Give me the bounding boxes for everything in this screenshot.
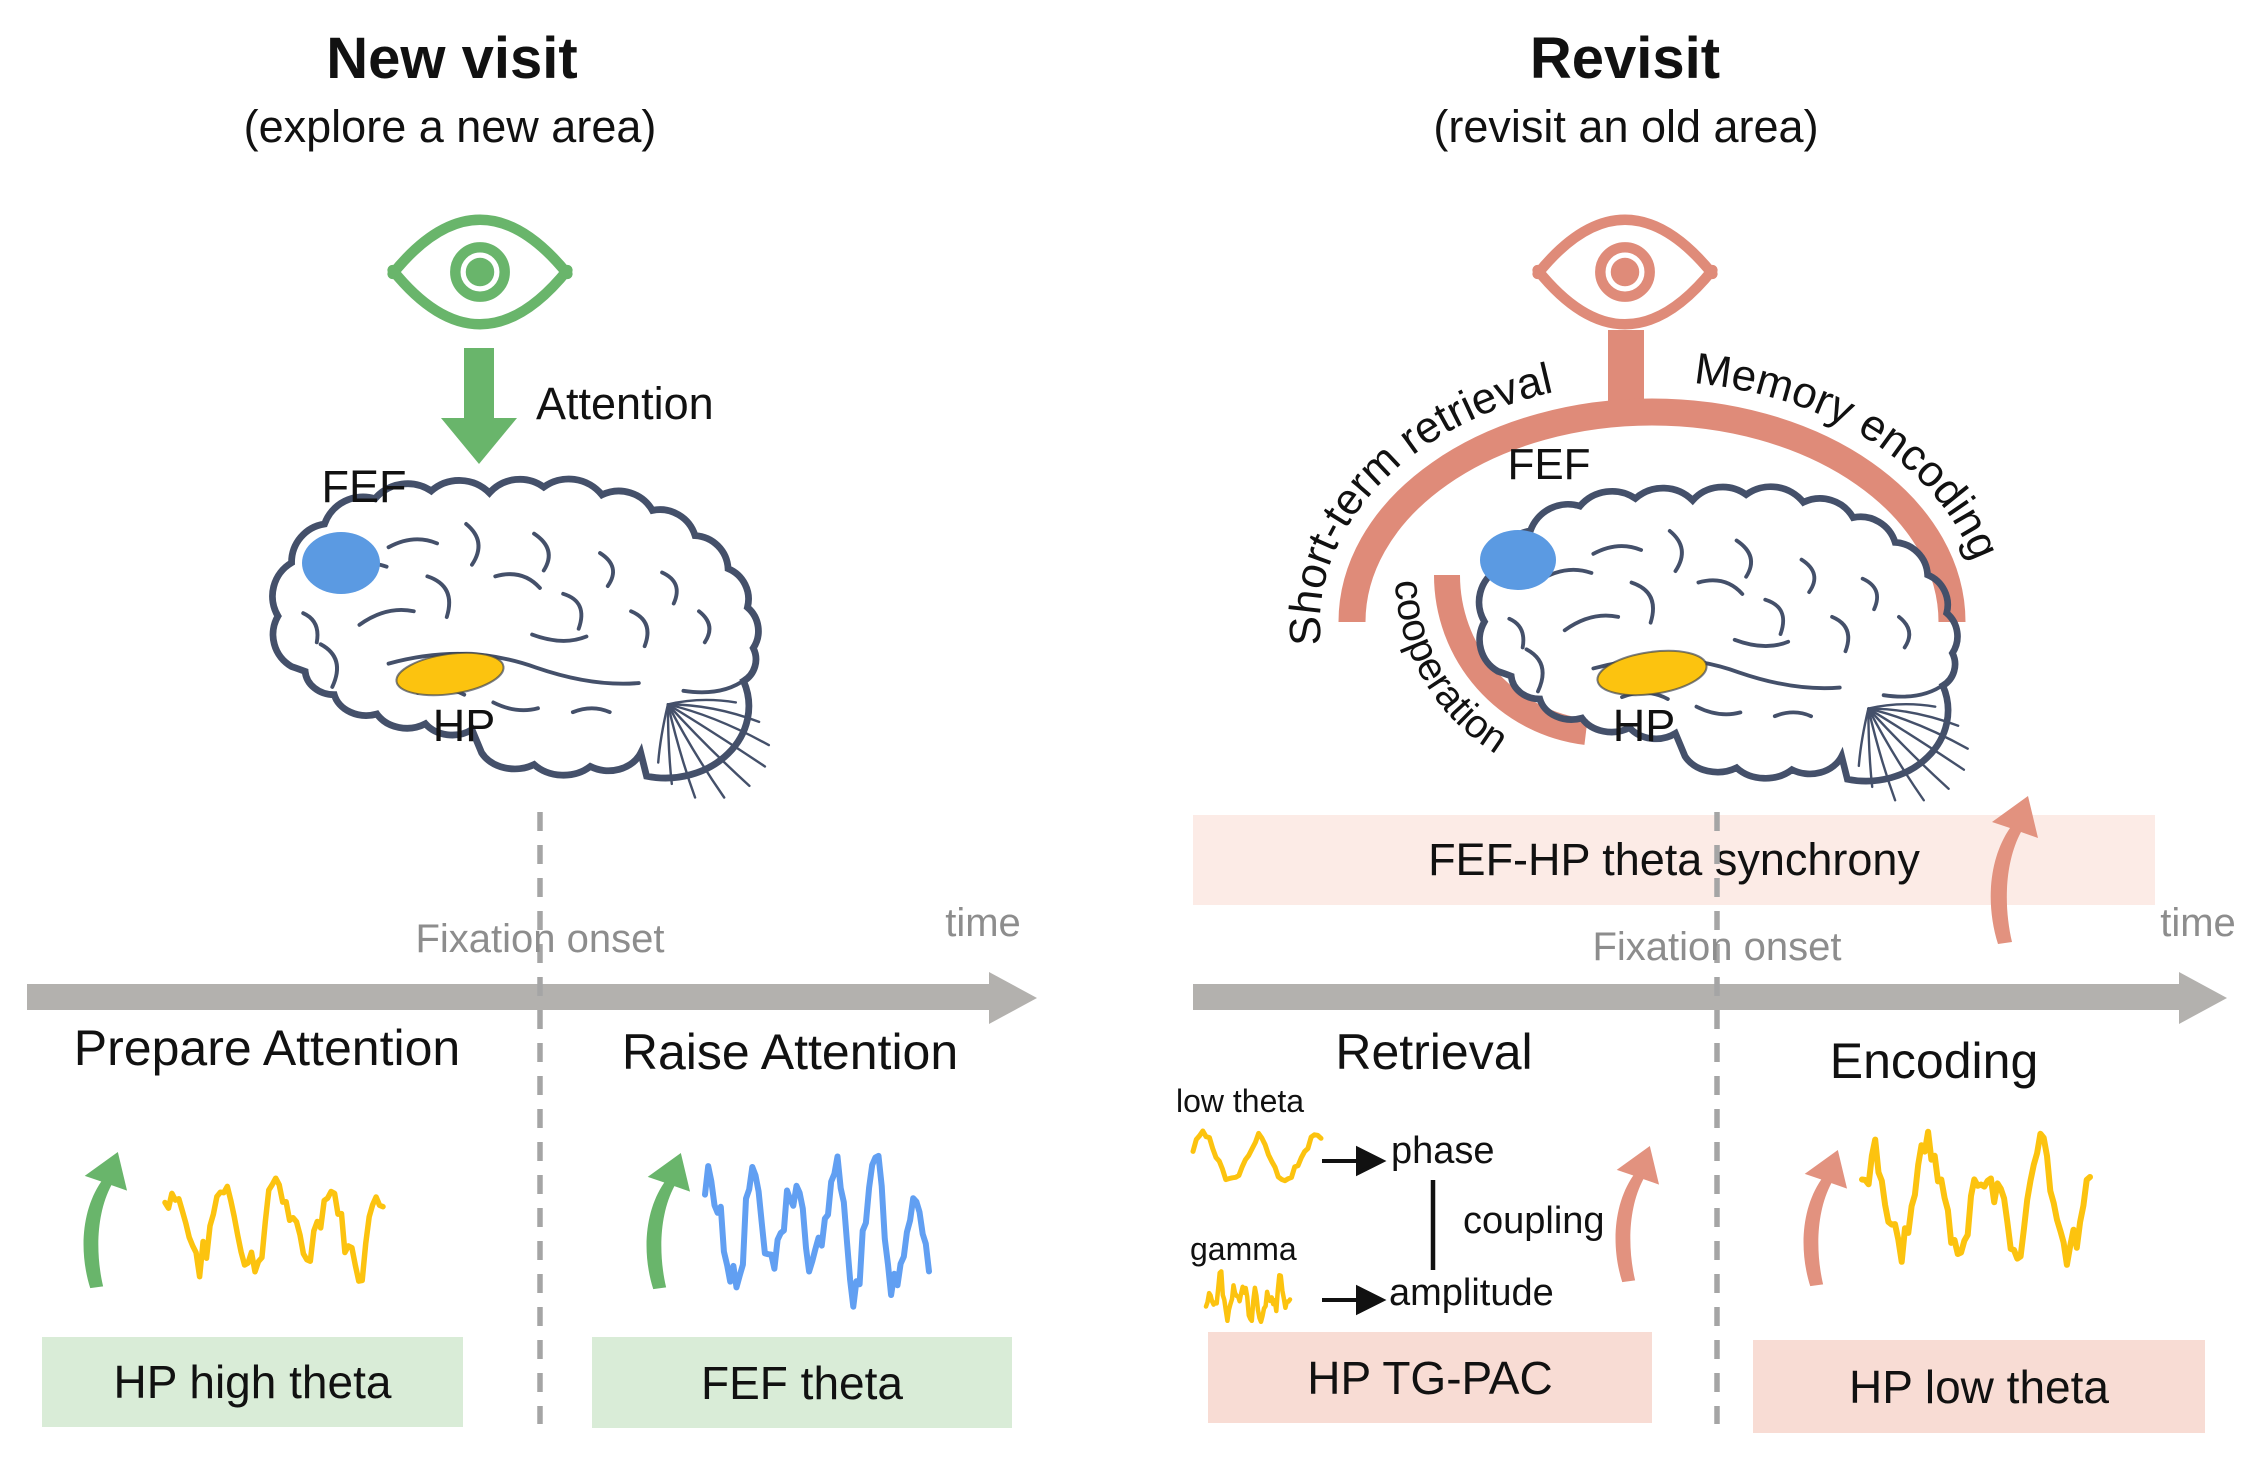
gamma-label: gamma xyxy=(1190,1231,1297,1267)
hp-label: HP xyxy=(1612,700,1676,751)
fef-region-marker xyxy=(1480,530,1556,590)
hp-region-marker xyxy=(395,651,505,697)
hp-tgpac-box-label: HP TG-PAC xyxy=(1307,1351,1553,1404)
fef-theta-box: FEF theta xyxy=(592,1337,1012,1428)
theta-synchrony-label: FEF-HP theta synchrony xyxy=(1428,834,1920,885)
coupling-label: coupling xyxy=(1463,1200,1605,1242)
curved-up-arrow-icon xyxy=(83,1152,128,1289)
low-theta-waveform xyxy=(1190,1128,1324,1184)
fixation-onset-label: Fixation onset xyxy=(1592,925,1842,969)
hp-region-marker xyxy=(1596,649,1708,697)
right-panel-title: Revisit xyxy=(1529,26,1721,91)
theta-synchrony-banner: FEF-HP theta synchrony xyxy=(1193,815,2155,905)
prepare-attention-label: Prepare Attention xyxy=(73,1020,461,1076)
fef-label: FEF xyxy=(1507,440,1591,489)
amplitude-label: amplitude xyxy=(1389,1272,1554,1314)
retrieval-encoding-arc xyxy=(1338,398,1966,623)
curved-up-arrow-icon xyxy=(1803,1150,1848,1287)
brain-illustration xyxy=(1479,487,1968,801)
left-panel-title: New visit xyxy=(326,26,578,91)
down-arrow-icon xyxy=(441,348,517,464)
hp-low-theta-box: HP low theta xyxy=(1753,1340,2205,1433)
fef-region-marker xyxy=(302,532,380,594)
raise-attention-label: Raise Attention xyxy=(621,1024,959,1080)
phase-arrow-icon xyxy=(1322,1145,1387,1177)
hp-low-theta-box-label: HP low theta xyxy=(1849,1360,2109,1413)
fef-theta-waveform xyxy=(702,1152,932,1310)
hp-label: HP xyxy=(432,700,496,751)
encoding-label: Encoding xyxy=(1829,1033,2039,1089)
time-axis-label: time xyxy=(945,901,1021,945)
gamma-waveform xyxy=(1203,1269,1293,1325)
fef-label: FEF xyxy=(321,461,407,512)
curved-up-arrow-icon xyxy=(1990,796,2038,944)
right-panel-subtitle: (revisit an old area) xyxy=(1433,101,1819,152)
time-axis-label: time xyxy=(2160,901,2236,945)
hp-high-theta-waveform xyxy=(162,1175,386,1284)
hp-high-theta-box: HP high theta xyxy=(42,1337,463,1427)
eye-icon xyxy=(393,220,568,325)
brain-illustration xyxy=(272,479,768,797)
timeline-arrow-icon xyxy=(27,972,1037,1024)
low-theta-label: low theta xyxy=(1176,1083,1305,1119)
left-panel-subtitle: (explore a new area) xyxy=(243,101,657,152)
cooperation-arc xyxy=(1433,574,1588,745)
curved-up-arrow-icon xyxy=(1615,1146,1660,1283)
curved-up-arrow-icon xyxy=(646,1153,691,1290)
attention-label: Attention xyxy=(536,378,714,429)
fixation-onset-label: Fixation onset xyxy=(415,917,665,961)
retrieval-label: Retrieval xyxy=(1335,1024,1533,1080)
hp-tgpac-box: HP TG-PAC xyxy=(1208,1332,1652,1423)
timeline-arrow-icon xyxy=(1193,972,2227,1024)
hp-high-theta-box-label: HP high theta xyxy=(113,1356,392,1408)
phase-label: phase xyxy=(1391,1130,1495,1172)
eye-icon xyxy=(1538,220,1713,325)
amplitude-arrow-icon xyxy=(1322,1284,1387,1316)
fef-theta-box-label: FEF theta xyxy=(701,1356,903,1409)
hp-low-theta-waveform xyxy=(1859,1128,2093,1268)
